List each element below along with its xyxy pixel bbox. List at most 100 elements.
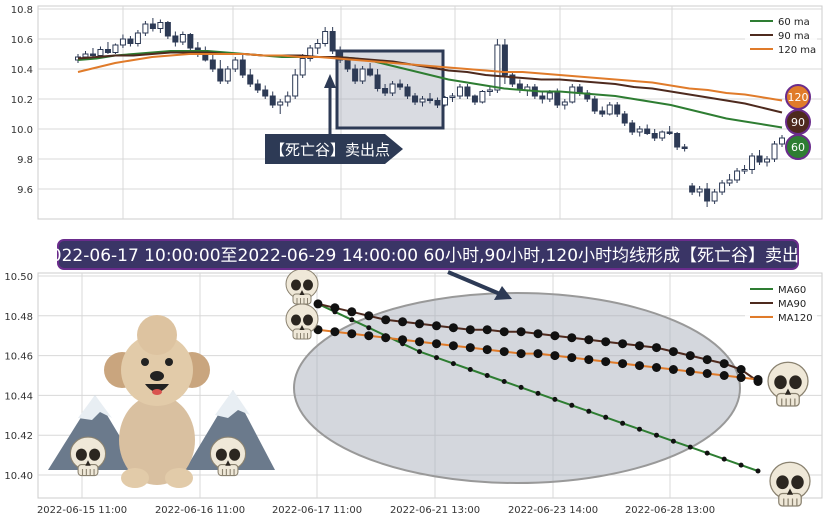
candle-body	[629, 122, 636, 133]
bottom-ma90-point	[584, 335, 594, 345]
top-y-tick-label: 10.2	[11, 95, 33, 106]
candle-body	[704, 188, 711, 202]
bottom-ma120-point	[482, 345, 492, 355]
bottom-chart-y-ticks: 10.40 10.42 10.44 10.46 10.48 10.50	[4, 272, 33, 482]
bottom-ma90-point	[482, 325, 492, 335]
candle-body	[352, 68, 359, 82]
bottom-ma120-point	[685, 367, 695, 376]
bottom-ma120-point	[516, 349, 526, 359]
candle-body	[479, 91, 486, 103]
candle-body	[689, 185, 696, 193]
bottom-ma60-point	[654, 432, 659, 438]
bottom-ma90-point	[685, 351, 695, 361]
candle-body	[262, 89, 269, 97]
top-chart: 9.6 9.8 10.0 10.2 10.4 10.6 10.8 【死亡谷】卖出点 60 m…	[11, 5, 823, 220]
candle-body	[419, 98, 426, 103]
candle-body	[666, 131, 673, 134]
candle-body	[546, 92, 553, 100]
bottom-chart: 10.40 10.42 10.44 10.46 10.48 10.50 2022-06-1…	[4, 268, 823, 516]
candle-body	[494, 44, 501, 91]
bottom-ma120-point	[499, 347, 509, 357]
candle-body	[621, 113, 628, 124]
bottom-ma60-point	[670, 438, 676, 444]
candle-body	[247, 74, 254, 85]
candle-body	[427, 98, 433, 101]
bottom-ma60-point	[349, 317, 355, 323]
bottom-ma120-point	[330, 327, 340, 337]
top-y-tick-label: 9.8	[17, 155, 33, 166]
bottom-y-tick-label: 10.44	[4, 391, 33, 402]
top-y-tick-label: 10.0	[11, 125, 33, 136]
bottom-x-tick-label: 2022-06-23 14:00	[508, 505, 598, 516]
candle-body	[254, 83, 261, 91]
bottom-ma90-point	[313, 299, 323, 309]
legend-label-ma60: MA60	[778, 285, 806, 296]
top-ma90-line	[77, 51, 783, 114]
legend-label-ma120: MA120	[778, 313, 813, 324]
bottom-chart-legend: MA60 MA90 MA120	[745, 281, 817, 325]
bottom-ma60-point	[535, 390, 541, 396]
candle-body	[771, 143, 778, 160]
bottom-ma90-point	[652, 343, 661, 353]
candle-body	[606, 104, 613, 115]
candle-body	[299, 58, 306, 76]
candle-body	[636, 128, 643, 133]
candle-body	[441, 97, 448, 106]
badge-120-text: 120	[788, 91, 809, 104]
candle-body	[486, 89, 493, 92]
candle-body	[142, 23, 149, 34]
title-banner: 2022-06-17 10:00:00至2022-06-29 14:00:00 …	[40, 239, 816, 270]
bottom-ma90-point	[601, 337, 611, 347]
candle-body	[449, 95, 456, 98]
bottom-ma120-point	[652, 363, 661, 372]
bottom-ma60-point	[755, 468, 761, 474]
top-y-tick-label: 10.8	[11, 5, 33, 16]
bottom-ma60-point	[434, 355, 439, 361]
bottom-ma120-point	[550, 351, 560, 361]
arrow-icon	[447, 270, 512, 300]
top-chart-plot-area	[37, 5, 823, 220]
bottom-ma120-point	[753, 375, 763, 384]
bottom-y-tick-label: 10.48	[4, 312, 33, 323]
bottom-ma120-point	[702, 369, 712, 378]
bottom-ma120-point	[465, 343, 475, 353]
signal-label: 【死亡谷】卖出点	[265, 134, 403, 164]
top-y-tick-label: 9.6	[17, 185, 33, 196]
bottom-ma60-point	[704, 450, 710, 456]
candle-body	[397, 83, 404, 88]
bottom-ma60-point	[687, 444, 693, 450]
candle-body	[239, 59, 246, 76]
candle-body	[374, 74, 381, 89]
candle-body	[322, 31, 329, 44]
bottom-ma90-point	[533, 329, 543, 339]
bottom-ma120-point	[618, 359, 628, 369]
badge-60-text: 60	[791, 141, 805, 154]
bottom-ma90-point	[448, 323, 458, 333]
signal-label-text: 【死亡谷】卖出点	[270, 141, 390, 159]
candle-body	[464, 86, 471, 97]
bottom-ma60-point	[738, 462, 744, 468]
skull-icon	[769, 461, 811, 507]
bottom-ma60-point	[518, 384, 524, 390]
bottom-ma90-point	[516, 327, 526, 337]
candle-body	[569, 86, 576, 103]
candle-body	[741, 169, 748, 172]
bottom-ma60-point	[450, 361, 456, 367]
candle-body	[104, 49, 111, 53]
candle-body	[734, 170, 741, 181]
skulls	[69, 268, 811, 507]
bottom-ma120-point	[381, 333, 391, 343]
candle-body	[696, 188, 703, 193]
candle-body	[172, 35, 179, 43]
candle-body	[614, 104, 621, 115]
bottom-ma120-point	[567, 353, 577, 363]
candle-body	[719, 182, 726, 193]
candle-body	[509, 74, 516, 85]
bottom-ma90-point	[465, 325, 475, 335]
candle-body	[112, 44, 119, 53]
bottom-y-tick-label: 10.46	[4, 352, 33, 363]
skull-icon	[209, 436, 247, 477]
skull-icon	[69, 436, 107, 477]
candle-body	[501, 44, 508, 76]
bottom-ma120-point	[601, 357, 611, 367]
